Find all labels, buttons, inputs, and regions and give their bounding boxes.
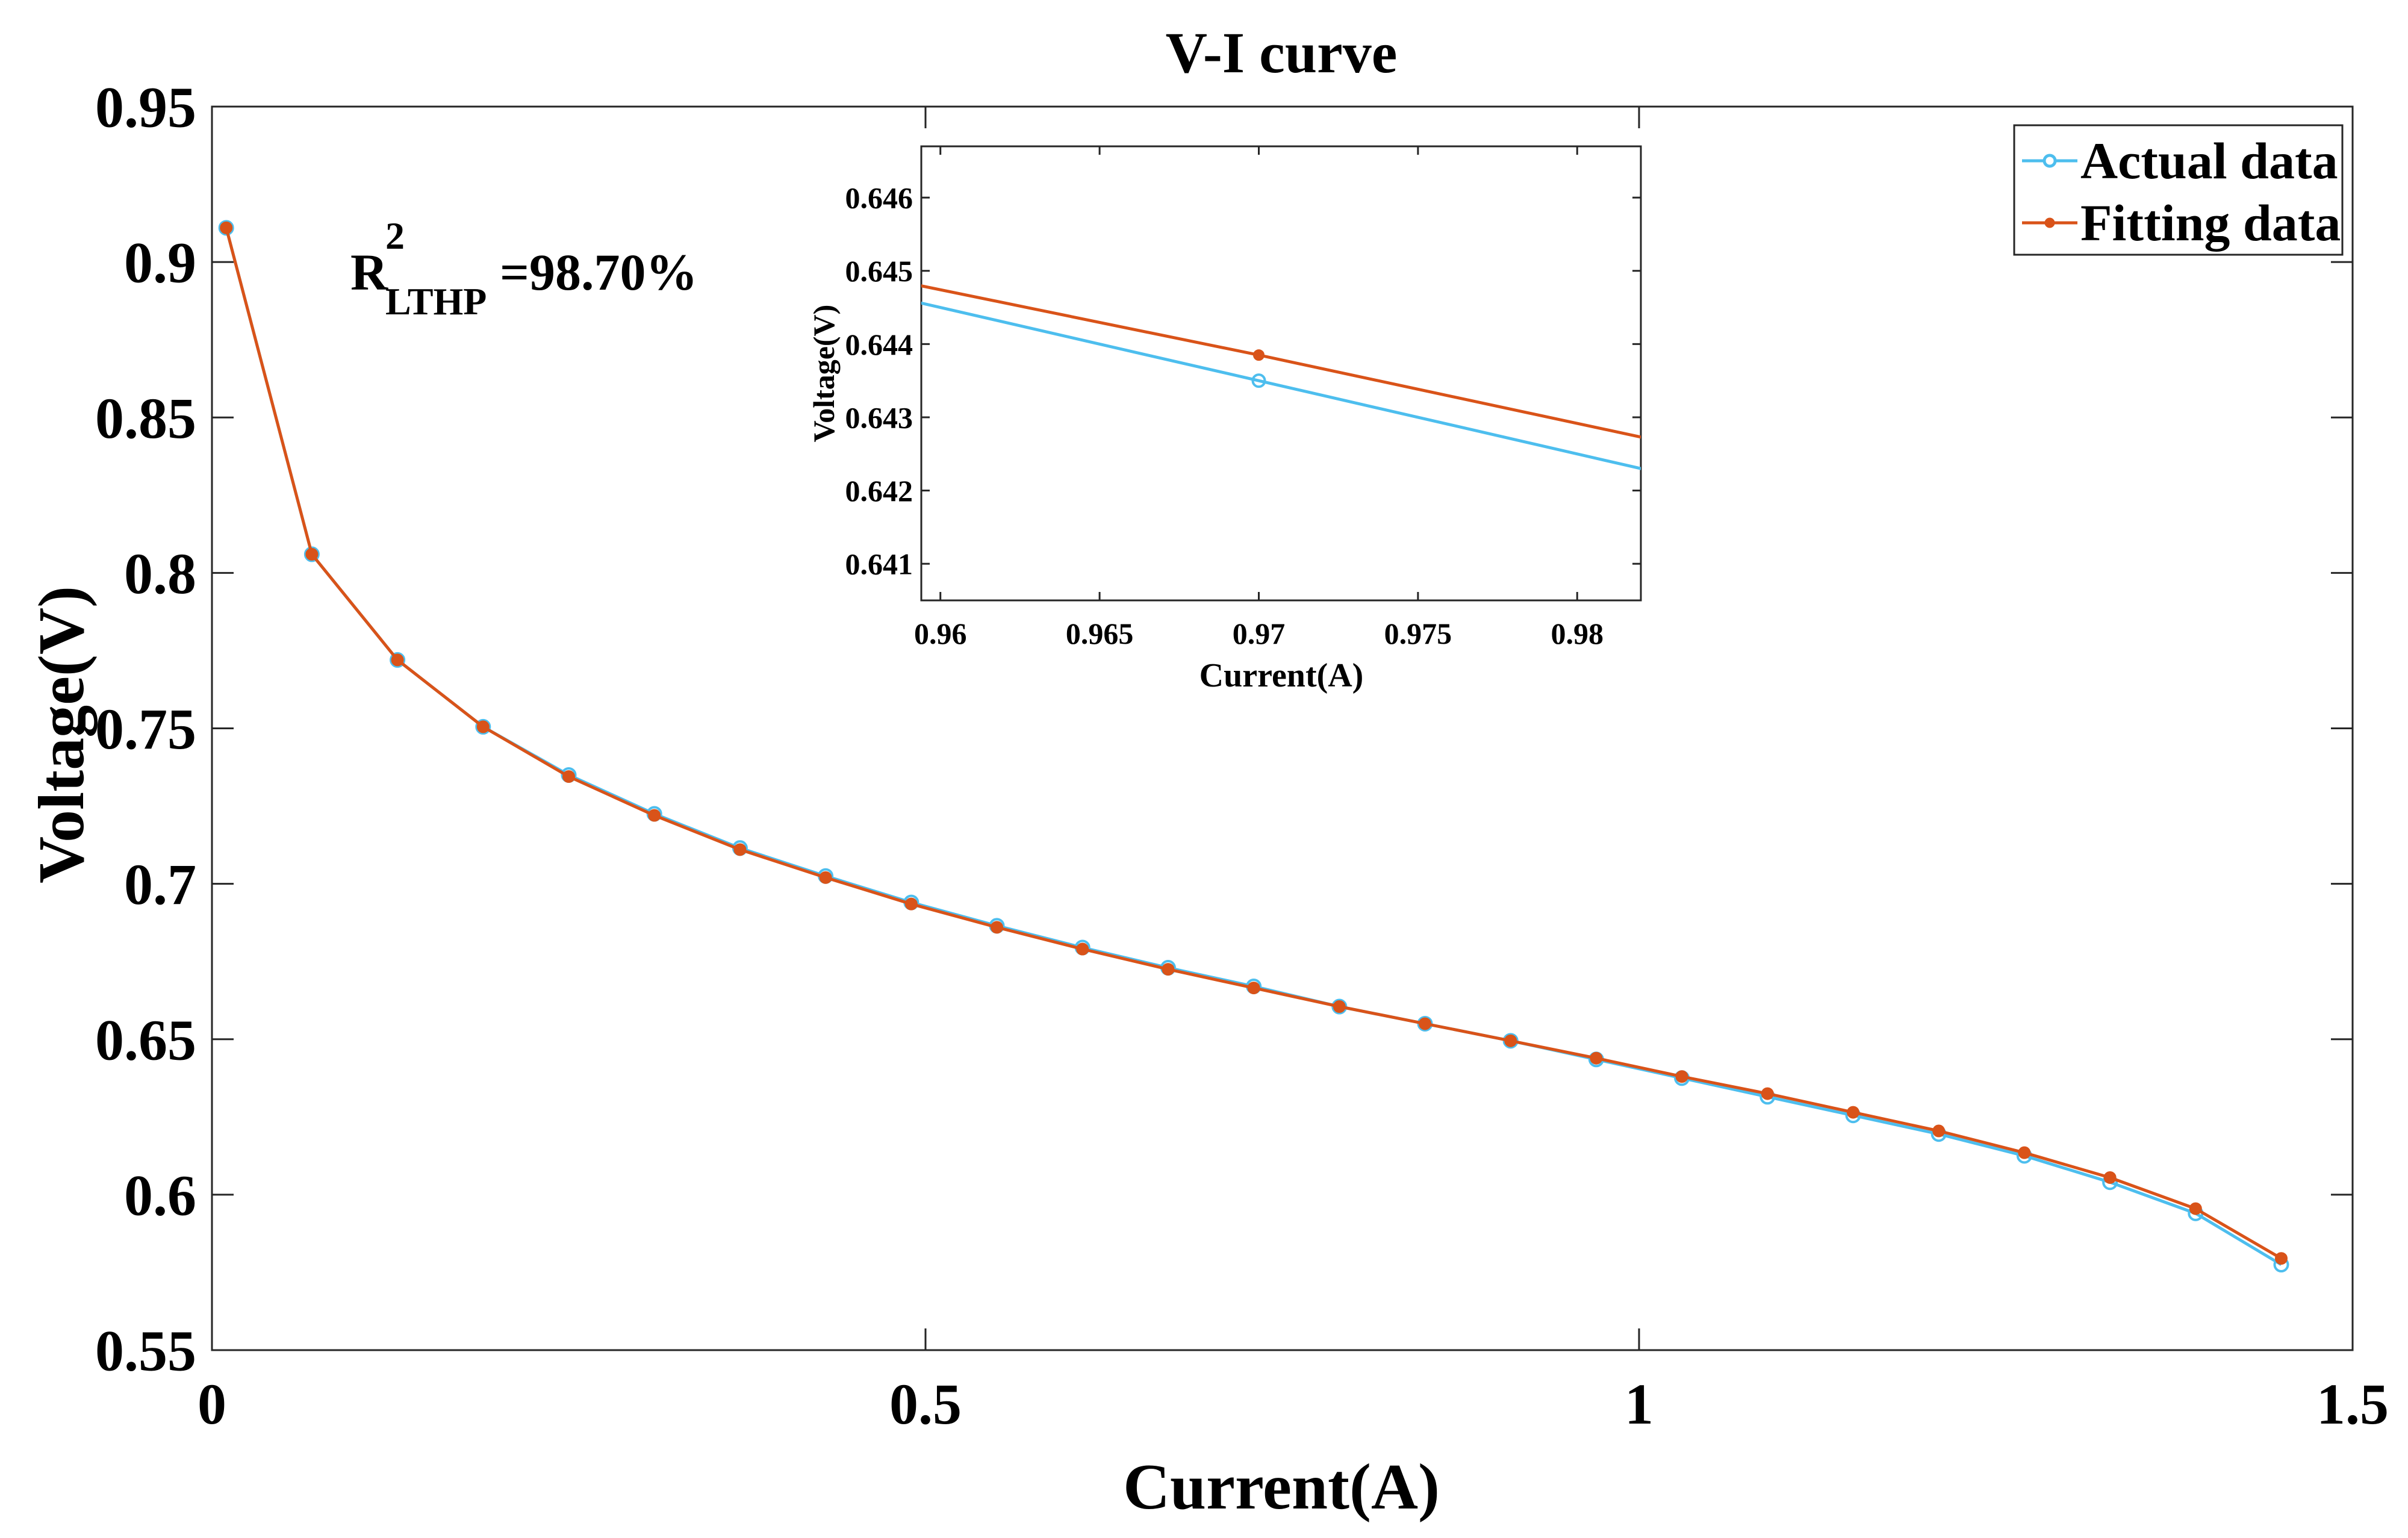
inset-tick-labels: 0.96 0.965 0.97 0.975 0.98 0.641 0.642 0.643 0.6…	[845, 181, 1604, 650]
r-squared-subscript: LTHP	[385, 280, 487, 323]
fitting-data-point	[1590, 1051, 1603, 1065]
y-tick-label: 0.8	[124, 541, 196, 606]
x-tick-label: 1	[1625, 1372, 1654, 1436]
x-tick-label: 0	[198, 1372, 226, 1436]
x-tick-label: 0.965	[1066, 617, 1134, 650]
fitting-data-point	[648, 809, 661, 822]
y-tick-label: 0.645	[845, 254, 913, 288]
y-tick-label: 0.646	[845, 181, 913, 215]
inset-y-axis-label: Voltage(V)	[807, 305, 841, 443]
fitting-data-point	[476, 720, 490, 733]
fitting-data-point	[2189, 1202, 2202, 1215]
x-tick-label: 0.975	[1384, 617, 1452, 650]
fitting-data-point	[904, 897, 918, 911]
main-series-group	[218, 220, 2289, 1273]
actual-data-point	[1251, 373, 1266, 388]
y-tick-label: 0.75	[95, 697, 196, 761]
y-tick-label: 0.642	[845, 474, 913, 508]
main-tick-labels: 0 0.5 1 1.5 0.55 0.6 0.65 0.7 0.75 0.8 0.85 0.9 0.95	[95, 75, 2389, 1436]
chart-title: V-I curve	[1166, 20, 1398, 85]
r-squared-base: R	[350, 243, 388, 301]
x-axis-label: Current(A)	[1123, 1451, 1440, 1523]
inset-x-axis-label: Current(A)	[1199, 657, 1364, 694]
fitting-data-point	[1076, 942, 1089, 956]
fitting-data-point	[1761, 1087, 1774, 1100]
y-tick-label: 0.85	[95, 386, 196, 450]
fitting-data-point	[391, 653, 404, 667]
fitting-data-point	[220, 221, 233, 234]
fitting-data-point	[305, 547, 319, 561]
y-tick-label: 0.643	[845, 400, 913, 434]
fitting-data-point	[1162, 963, 1175, 976]
fitting-data-point	[1932, 1124, 1946, 1138]
r-squared-superscript: 2	[385, 214, 405, 257]
inset-axis-ticks	[921, 146, 1641, 600]
fitting-data-point	[1247, 982, 1260, 995]
fitting-data-point	[819, 871, 832, 884]
actual-data-point	[475, 718, 491, 735]
fitting-data-point	[562, 770, 575, 783]
fitting-data-point	[1675, 1070, 1688, 1083]
inset-plot-area	[920, 145, 1642, 602]
fitting-data-point	[733, 843, 747, 856]
inset-series-group	[921, 284, 1641, 470]
x-tick-label: 0.98	[1551, 617, 1604, 650]
y-tick-label: 0.641	[845, 547, 913, 581]
legend-fitting-marker	[2044, 217, 2055, 228]
actual-data-point	[303, 546, 320, 562]
x-tick-label: 0.96	[914, 617, 967, 650]
fitting-data-point	[1252, 349, 1265, 361]
actual-data-point	[390, 652, 406, 668]
y-tick-label: 0.55	[95, 1319, 196, 1383]
fitting-data-point	[1333, 1000, 1346, 1013]
y-tick-label: 0.644	[845, 328, 913, 361]
y-tick-label: 0.7	[124, 852, 196, 917]
x-tick-label: 0.5	[889, 1372, 962, 1436]
fitting-data-point	[1504, 1034, 1517, 1047]
r-squared-value: =98.70%	[500, 243, 698, 301]
legend-actual-label: Actual data	[2080, 132, 2338, 190]
fitting-data-point	[1847, 1106, 1859, 1119]
actual-data-point	[218, 220, 234, 236]
legend-fitting-label: Fitting data	[2080, 194, 2341, 252]
y-tick-label: 0.9	[124, 231, 196, 295]
y-tick-label: 0.65	[95, 1007, 196, 1072]
legend: Actual data Fitting data	[2013, 124, 2344, 256]
fitting-data-point	[2018, 1146, 2031, 1159]
y-tick-label: 0.95	[95, 75, 196, 140]
fitting-data-point	[991, 921, 1003, 934]
main-axis-ticks	[211, 105, 2354, 1351]
legend-actual-marker	[2042, 154, 2057, 168]
r-squared-annotation: R 2 LTHP =98.70%	[350, 214, 698, 323]
fitting-data-point	[2103, 1171, 2117, 1184]
fitting-data-point	[2275, 1252, 2288, 1265]
y-tick-label: 0.6	[124, 1163, 196, 1227]
x-tick-label: 0.97	[1233, 617, 1286, 650]
y-axis-label: Voltage(V)	[26, 586, 98, 883]
x-tick-label: 1.5	[2316, 1372, 2389, 1436]
series-line-actual	[921, 301, 1641, 470]
fitting-data-point	[1419, 1017, 1431, 1030]
legend-box	[2013, 124, 2344, 256]
